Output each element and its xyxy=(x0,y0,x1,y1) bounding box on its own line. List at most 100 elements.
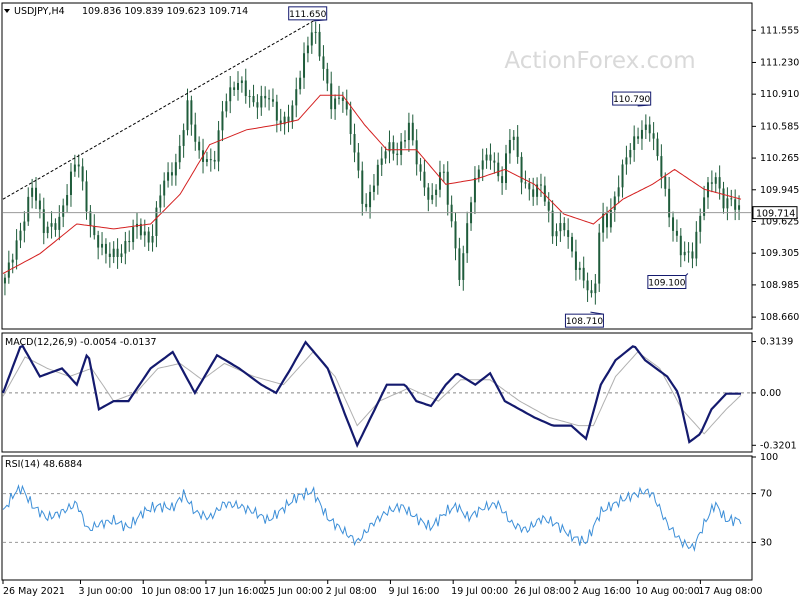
candle xyxy=(407,112,410,152)
candle xyxy=(275,94,278,133)
candle xyxy=(446,161,449,216)
candle xyxy=(89,205,92,238)
candle xyxy=(590,280,593,298)
candle xyxy=(46,221,49,239)
candle xyxy=(477,165,480,183)
symbol-menu-arrow-icon[interactable] xyxy=(4,9,10,13)
rsi-tick-label: 100 xyxy=(760,452,778,463)
candle xyxy=(384,146,387,164)
candle xyxy=(602,202,605,242)
candle xyxy=(462,245,465,291)
y-tick-label: 109.625 xyxy=(760,216,799,227)
candle xyxy=(687,242,690,263)
candle xyxy=(194,112,197,151)
candle xyxy=(427,183,430,212)
candle xyxy=(213,150,216,170)
candle xyxy=(77,154,80,178)
candle xyxy=(54,218,57,237)
candle xyxy=(633,125,636,162)
candle xyxy=(497,152,500,182)
rsi-tick-label: 70 xyxy=(760,489,772,500)
candle xyxy=(598,223,601,292)
candle xyxy=(236,71,239,101)
candle xyxy=(388,130,391,164)
candle xyxy=(442,164,445,182)
candle xyxy=(485,148,488,169)
rsi-line xyxy=(2,483,742,552)
candle xyxy=(656,132,659,161)
symbol-label: USDJPY,H4 xyxy=(14,6,65,17)
candle xyxy=(182,123,185,158)
macd-tick-label: -0.3201 xyxy=(760,440,797,451)
candle xyxy=(11,253,14,274)
macd-chart xyxy=(1,340,751,449)
candle xyxy=(683,241,686,262)
candle xyxy=(326,62,329,92)
y-tick-label: 110.265 xyxy=(760,153,799,164)
axes: 111.555 111.230 110.910 110.585 110.265 109.9… xyxy=(2,25,799,597)
rsi-label: RSI(14) 48.6884 xyxy=(5,459,82,470)
candle xyxy=(691,242,694,269)
candle xyxy=(15,229,18,270)
candle xyxy=(221,100,224,142)
candle xyxy=(664,172,667,197)
candle xyxy=(248,89,251,108)
candle xyxy=(287,104,290,133)
candle xyxy=(334,94,337,120)
last-price-tag: 109.714 xyxy=(752,206,798,220)
candle xyxy=(322,45,325,81)
candle xyxy=(147,226,150,251)
candle xyxy=(376,159,379,195)
macd-signal-line xyxy=(2,351,742,435)
candle xyxy=(124,231,127,265)
candle xyxy=(652,122,655,151)
candle xyxy=(155,201,158,248)
price-annotation: 110.790 xyxy=(612,91,652,107)
candle xyxy=(229,75,232,114)
candle xyxy=(668,176,671,228)
candle xyxy=(38,193,41,219)
x-tick-label: 19 Jul 00:00 xyxy=(451,586,508,597)
annotation-label: 110.790 xyxy=(613,95,650,105)
candle xyxy=(571,232,574,258)
candle xyxy=(380,146,383,176)
candle xyxy=(260,85,263,116)
candle xyxy=(170,162,173,186)
candle xyxy=(93,214,96,240)
candle xyxy=(116,238,119,269)
x-tick-label: 3 Jun 00:00 xyxy=(78,586,132,597)
candle xyxy=(625,145,628,175)
candle xyxy=(644,114,647,140)
candle xyxy=(310,22,313,54)
candle xyxy=(489,143,492,170)
annotation-label: 109.100 xyxy=(648,279,685,289)
candle xyxy=(594,274,597,305)
candle xyxy=(27,187,30,226)
candle xyxy=(112,241,115,264)
candle xyxy=(454,212,457,261)
candle xyxy=(734,189,737,221)
candle xyxy=(159,184,162,213)
candle xyxy=(466,211,469,263)
candle xyxy=(349,101,352,145)
candle xyxy=(31,178,34,209)
candle xyxy=(660,144,663,189)
macd-label: MACD(12,26,9) -0.0054 -0.0137 xyxy=(5,337,157,348)
candle xyxy=(555,223,558,246)
candle xyxy=(512,130,515,151)
macd-line xyxy=(1,340,741,449)
candle xyxy=(431,183,434,205)
candle xyxy=(306,36,309,63)
candle xyxy=(132,219,135,250)
candle xyxy=(104,238,107,264)
candle xyxy=(679,228,682,268)
x-tick-label: 10 Jun 08:00 xyxy=(141,586,201,597)
candle xyxy=(508,128,511,164)
candle xyxy=(582,256,585,289)
x-tick-label: 26 Jul 08:00 xyxy=(514,586,571,597)
candle xyxy=(314,21,317,44)
candle xyxy=(539,173,542,197)
candle xyxy=(178,134,181,170)
candle xyxy=(66,184,69,213)
